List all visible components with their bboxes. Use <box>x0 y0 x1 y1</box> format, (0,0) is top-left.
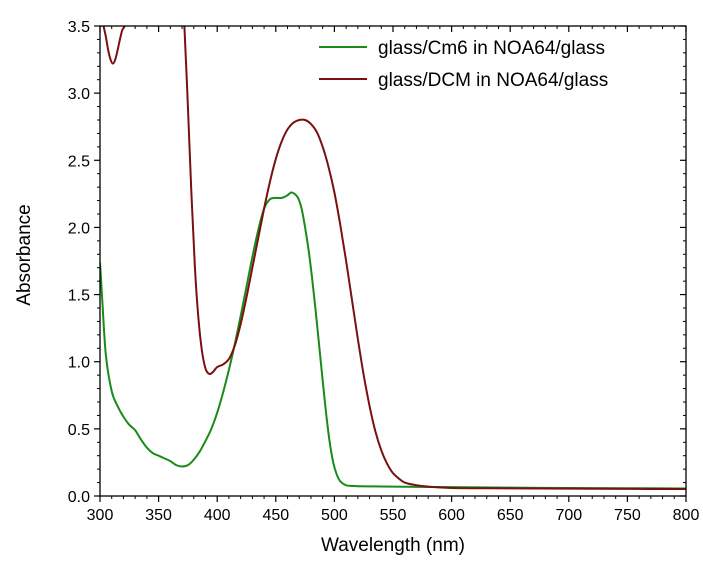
series-line-cm6 <box>100 191 686 490</box>
x-tick-label: 600 <box>438 507 465 524</box>
x-tick-labels: 300 350 400 450 500 550 600 650 700 750 800 <box>87 507 700 524</box>
y-tick-label: 0.0 <box>68 489 90 506</box>
x-tick-label: 350 <box>145 507 172 524</box>
x-tick-label: 400 <box>204 507 231 524</box>
series-lines <box>100 26 686 491</box>
y-axis-title: Absorbance <box>14 204 35 305</box>
y-tick-labels: 0.0 0.5 1.0 1.5 2.0 2.5 3.0 3.5 <box>68 19 90 506</box>
x-tick-label: 500 <box>321 507 348 524</box>
legend: glass/Cm6 in NOA64/glass glass/DCM in NO… <box>319 38 608 91</box>
y-tick-label: 2.5 <box>68 153 90 170</box>
y-tick-label: 0.5 <box>68 422 90 439</box>
x-tick-label: 750 <box>614 507 641 524</box>
y-tick-label: 3.5 <box>68 19 90 36</box>
y-tick-label: 1.5 <box>68 288 90 305</box>
y-tick-label: 3.0 <box>68 86 90 103</box>
x-tick-label: 550 <box>380 507 407 524</box>
y-tick-label: 2.0 <box>68 220 90 237</box>
legend-label-cm6: glass/Cm6 in NOA64/glass <box>378 38 605 59</box>
x-tick-label: 300 <box>87 507 114 524</box>
x-tick-label: 800 <box>673 507 700 524</box>
major-ticks <box>94 25 687 502</box>
plot-frame <box>99 25 687 497</box>
x-tick-label: 700 <box>555 507 582 524</box>
legend-label-dcm: glass/DCM in NOA64/glass <box>378 70 608 91</box>
series-line-dcm <box>102 26 686 491</box>
y-tick-label: 1.0 <box>68 355 90 372</box>
x-axis-title: Wavelength (nm) <box>321 535 465 556</box>
x-tick-label: 450 <box>262 507 289 524</box>
minor-ticks <box>97 26 686 499</box>
x-tick-label: 650 <box>497 507 524 524</box>
